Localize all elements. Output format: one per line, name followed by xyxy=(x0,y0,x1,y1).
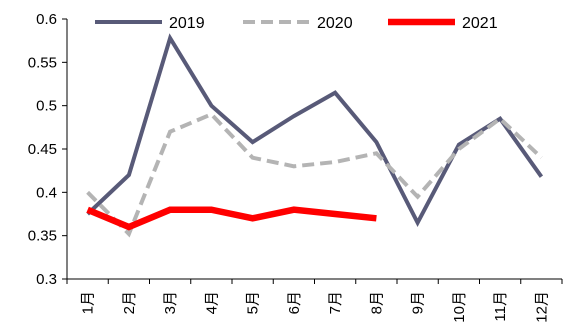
x-tick-label: 4月 xyxy=(203,291,220,314)
x-tick-label: 6月 xyxy=(286,291,303,314)
y-tick-label: 0.6 xyxy=(36,11,57,28)
y-ticks: 0.3 0.35 0.4 0.45 0.5 0.55 0.6 xyxy=(28,11,67,288)
legend-label-2021: 2021 xyxy=(462,15,498,32)
legend: 2019 2020 2021 xyxy=(95,15,498,32)
x-tick-label: 7月 xyxy=(327,291,344,314)
y-tick-label: 0.3 xyxy=(36,271,57,288)
x-ticks: 1月 2月 3月 4月 5月 6月 7月 8月 9月 10月 11月 12月 xyxy=(66,279,563,323)
legend-label-2019: 2019 xyxy=(169,15,205,32)
legend-label-2020: 2020 xyxy=(317,15,353,32)
y-tick-label: 0.45 xyxy=(28,141,57,158)
y-tick-label: 0.55 xyxy=(28,54,57,71)
y-tick-label: 0.35 xyxy=(28,228,57,245)
x-tick-label: 12月 xyxy=(533,291,550,323)
series-line-2019 xyxy=(86,33,544,228)
series-line-2021 xyxy=(86,206,377,231)
x-tick-label: 3月 xyxy=(162,291,179,314)
x-tick-label: 5月 xyxy=(245,291,262,314)
y-tick-label: 0.4 xyxy=(36,184,57,201)
x-tick-label: 11月 xyxy=(492,291,509,322)
y-tick-label: 0.5 xyxy=(36,98,57,115)
series-line-2020 xyxy=(86,111,543,238)
axes xyxy=(66,19,562,280)
x-tick-label: 1月 xyxy=(80,291,97,314)
x-tick-label: 2月 xyxy=(121,291,138,314)
x-tick-label: 10月 xyxy=(451,291,468,323)
x-tick-label: 9月 xyxy=(410,291,427,314)
x-tick-label: 8月 xyxy=(368,291,385,314)
series-layer xyxy=(86,33,544,238)
